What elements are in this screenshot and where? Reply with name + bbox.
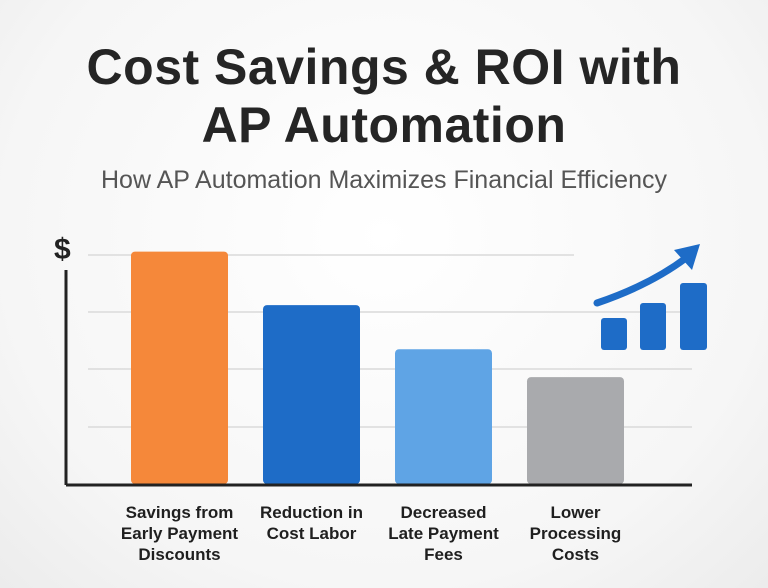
title-line-1: Cost Savings & ROI with <box>86 39 682 95</box>
bar <box>131 251 228 484</box>
bar <box>527 377 624 484</box>
category-label: Savings from Early Payment Discounts <box>121 503 239 564</box>
y-axis-label: $ <box>54 233 71 266</box>
category-label: Decreased Late Payment Fees <box>388 503 499 564</box>
icon-bar-3 <box>680 283 707 350</box>
axes: $ <box>54 233 692 487</box>
category-label: Lower Processing Costs <box>530 503 622 564</box>
icon-bar-1 <box>601 318 627 350</box>
chart-subtitle: How AP Automation Maximizes Financial Ef… <box>101 166 667 194</box>
icon-arrow-head <box>674 244 700 270</box>
title-line-2: AP Automation <box>201 97 567 153</box>
category-labels: Savings from Early Payment Discounts Reduct… <box>121 503 621 564</box>
growth-chart-icon <box>593 244 707 350</box>
bars <box>131 251 624 484</box>
bar <box>395 349 492 484</box>
chart-title: Cost Savings & ROI with AP Automation <box>0 38 768 154</box>
category-label: Reduction in Cost Labor <box>260 503 363 543</box>
icon-bar-2 <box>640 303 666 350</box>
icon-trend-line <box>593 254 690 307</box>
bar <box>263 305 360 484</box>
